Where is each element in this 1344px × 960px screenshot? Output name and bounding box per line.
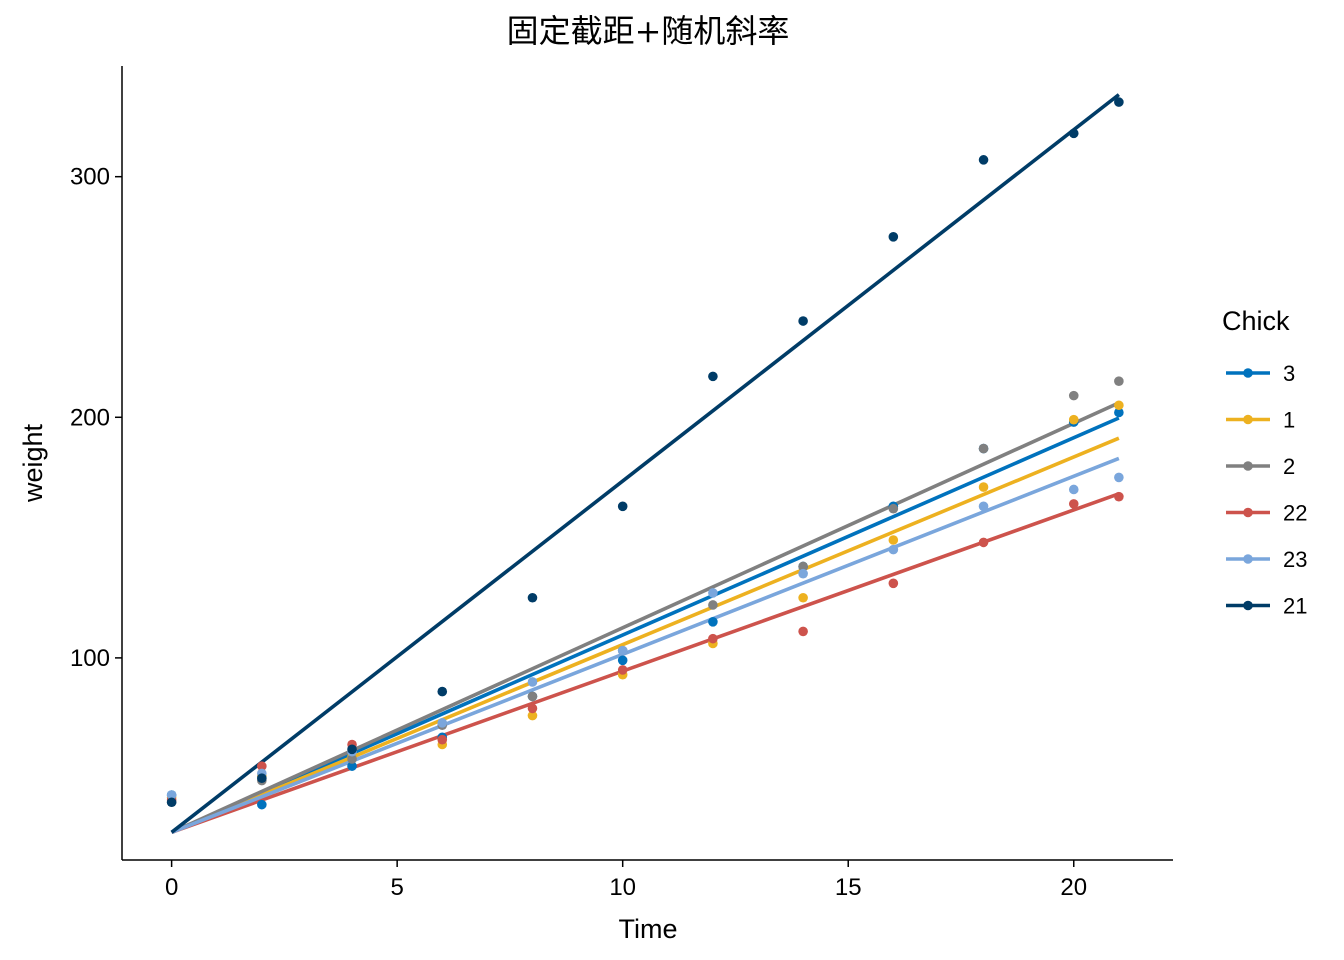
y-axis-title: weight (18, 423, 48, 503)
data-point-chick-21 (257, 773, 267, 783)
x-tick-label: 15 (835, 874, 862, 901)
x-tick-label: 0 (165, 874, 178, 901)
legend-title: Chick (1222, 306, 1290, 336)
legend-label: 3 (1283, 361, 1295, 386)
legend-label: 23 (1283, 547, 1307, 572)
data-point-chick-3 (1114, 407, 1124, 418)
legend-item-chick-21: 21 (1226, 594, 1307, 619)
legend-label: 2 (1283, 454, 1295, 479)
data-point-chick-23 (437, 718, 448, 728)
legend-key-point (1243, 368, 1253, 378)
data-point-chick-1 (888, 535, 899, 545)
data-point-chick-21 (1068, 128, 1079, 139)
axes: 0 5 10 15 20 100 200 300 (70, 66, 1173, 901)
data-point-chick-21 (617, 501, 628, 512)
fit-line-chick-23 (170, 456, 1120, 835)
data-point-chick-2 (888, 503, 899, 514)
data-point-chick-23 (1068, 484, 1079, 495)
legend-key-point (1243, 461, 1253, 471)
legend-item-chick-23: 23 (1226, 547, 1307, 572)
data-point-chick-23 (708, 588, 718, 598)
fit-lines (170, 93, 1120, 835)
legend-key-point (1243, 600, 1253, 611)
data-point-chick-22 (888, 578, 899, 589)
fit-line-chick-2 (170, 401, 1120, 834)
data-point-chick-1 (978, 482, 989, 492)
legend-item-chick-1: 1 (1226, 408, 1295, 433)
data-point-chick-22 (257, 761, 267, 771)
data-point-chick-22 (527, 703, 538, 714)
data-point-chick-1 (1114, 400, 1124, 411)
data-point-chick-23 (1114, 472, 1124, 483)
legend-key-point (1243, 414, 1253, 425)
data-point-chick-23 (798, 568, 808, 579)
data-points (166, 97, 1124, 810)
y-tick-label: 200 (70, 404, 110, 431)
legend-key-point (1243, 554, 1253, 564)
legend-item-chick-2: 2 (1226, 454, 1295, 479)
data-point-chick-22 (1114, 491, 1124, 502)
x-tick-label: 10 (609, 874, 636, 901)
x-axis-title: Time (619, 914, 678, 944)
legend-label: 22 (1283, 501, 1307, 526)
data-point-chick-1 (1068, 414, 1079, 425)
data-point-chick-2 (1068, 390, 1079, 401)
data-point-chick-21 (798, 316, 808, 326)
fit-line-chick-3 (170, 416, 1120, 834)
data-point-chick-21 (888, 232, 899, 242)
legend-label: 1 (1283, 408, 1295, 433)
data-point-chick-23 (978, 501, 989, 512)
fit-line-chick-22 (171, 492, 1120, 835)
y-tick-label: 100 (70, 645, 110, 672)
data-point-chick-21 (166, 797, 177, 808)
x-tick-label: 20 (1060, 874, 1087, 901)
legend-item-chick-3: 3 (1226, 361, 1295, 386)
data-point-chick-22 (978, 537, 989, 548)
legend-item-chick-22: 22 (1226, 501, 1307, 526)
data-point-chick-23 (617, 645, 628, 656)
data-point-chick-22 (1068, 499, 1079, 509)
data-point-chick-22 (437, 734, 448, 745)
data-point-chick-2 (798, 561, 808, 572)
legend-key-point (1243, 507, 1253, 518)
data-point-chick-23 (166, 790, 177, 800)
chart-title: 固定截距+随机斜率 (507, 12, 790, 50)
data-point-chick-3 (257, 799, 267, 810)
data-point-chick-23 (527, 677, 538, 687)
data-point-chick-21 (1114, 97, 1124, 107)
y-tick-label: 300 (70, 164, 110, 191)
data-point-chick-3 (708, 617, 718, 627)
data-point-chick-1 (527, 710, 538, 721)
data-point-chick-22 (617, 665, 628, 675)
x-tick-label: 5 (390, 874, 403, 901)
legend-label: 21 (1283, 594, 1307, 619)
data-point-chick-21 (437, 686, 448, 697)
data-point-chick-3 (617, 655, 628, 666)
data-point-chick-2 (1114, 376, 1124, 386)
data-point-chick-21 (527, 592, 538, 603)
data-point-chick-2 (347, 754, 357, 764)
data-point-chick-2 (708, 600, 718, 610)
data-point-chick-3 (347, 761, 357, 771)
data-point-chick-2 (527, 691, 538, 702)
data-point-chick-2 (978, 443, 989, 454)
data-point-chick-23 (888, 544, 899, 555)
data-point-chick-22 (708, 633, 718, 644)
data-point-chick-21 (708, 371, 718, 382)
data-point-chick-21 (347, 744, 357, 755)
data-point-chick-21 (978, 155, 989, 165)
data-point-chick-1 (798, 592, 808, 603)
fit-line-chick-21 (170, 93, 1120, 834)
fit-line-chick-1 (170, 436, 1120, 834)
data-point-chick-22 (798, 626, 808, 637)
